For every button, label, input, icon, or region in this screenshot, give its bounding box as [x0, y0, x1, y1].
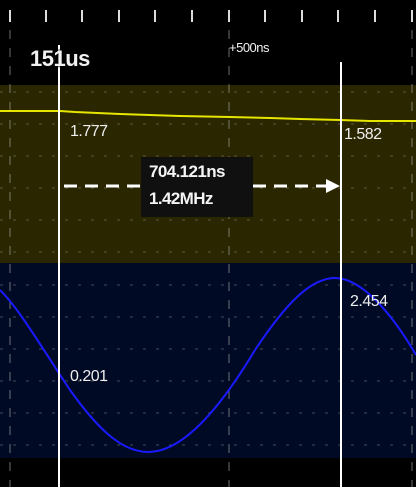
- channel-a-trace: [0, 110, 416, 122]
- graticule: [0, 10, 416, 487]
- channel-a-left-value: 1.777: [70, 123, 108, 140]
- period-readout: 704.121ns: [149, 162, 225, 181]
- cursor-time-label: 151us: [30, 46, 90, 71]
- measurement-box: 704.121ns 1.42MHz: [141, 157, 253, 217]
- channel-b-left-value: 0.201: [70, 368, 108, 385]
- channel-b-band: [0, 263, 416, 458]
- channel-a-right-value: 1.582: [344, 126, 382, 143]
- horizontal-dashed-gridlines: [0, 91, 416, 446]
- vertical-dashed-gridlines: [9, 30, 413, 487]
- time-offset-label: +500ns: [229, 40, 270, 55]
- frequency-readout: 1.42MHz: [149, 189, 213, 208]
- channel-b-right-value: 2.454: [350, 293, 388, 310]
- top-tick-marks: [9, 10, 413, 22]
